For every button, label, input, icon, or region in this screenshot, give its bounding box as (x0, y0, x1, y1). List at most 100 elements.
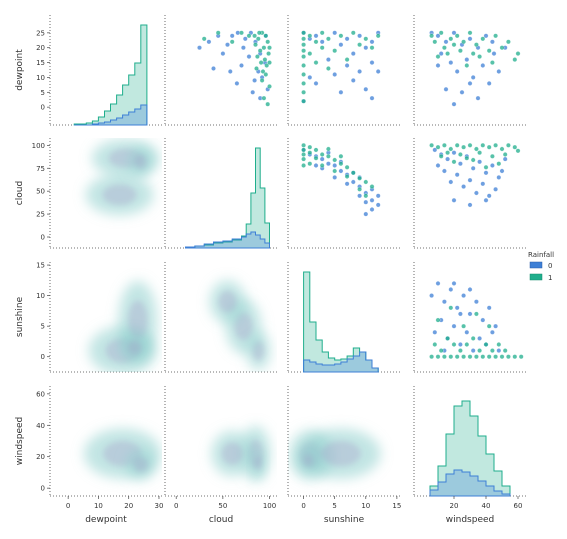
point-rainfall-0 (490, 163, 495, 168)
point-rainfall-1 (261, 45, 267, 51)
point-rainfall-1 (265, 39, 271, 45)
point-rainfall-0 (350, 51, 356, 56)
point-rainfall-1 (442, 45, 447, 51)
kde-layer (85, 139, 160, 216)
kde-core (321, 441, 361, 467)
point-rainfall-1 (350, 170, 356, 176)
y-tick-label: 0 (41, 234, 45, 242)
point-rainfall-0 (483, 197, 489, 203)
point-rainfall-1 (266, 51, 271, 56)
point-rainfall-1 (301, 98, 306, 104)
point-rainfall-1 (344, 164, 350, 170)
point-rainfall-1 (257, 48, 263, 54)
point-rainfall-0 (458, 311, 463, 317)
point-rainfall-0 (313, 163, 319, 168)
point-rainfall-1 (474, 42, 479, 48)
point-rainfall-0 (227, 69, 233, 74)
x-tick-label: 20 (124, 502, 133, 510)
x-tick-label: 0 (66, 502, 70, 510)
point-rainfall-0 (490, 329, 495, 335)
x-tick-label: 0 (301, 502, 305, 510)
point-rainfall-1 (483, 164, 489, 170)
point-rainfall-1 (313, 155, 319, 161)
point-rainfall-0 (252, 78, 257, 83)
point-rainfall-0 (448, 287, 454, 292)
point-rainfall-0 (432, 329, 438, 335)
point-rainfall-1 (252, 33, 257, 39)
point-rainfall-0 (332, 30, 338, 36)
point-rainfall-1 (477, 54, 482, 59)
point-rainfall-1 (502, 152, 508, 157)
point-rainfall-0 (475, 95, 481, 101)
point-rainfall-0 (326, 57, 331, 62)
point-rainfall-1 (435, 354, 441, 360)
panel-cloud-vs-windspeed (413, 138, 526, 249)
point-rainfall-0 (480, 181, 486, 187)
point-rainfall-0 (344, 36, 350, 42)
point-rainfall-0 (474, 299, 479, 305)
point-rainfall-1 (301, 42, 306, 48)
panel-sunshine-vs-dewpoint: 0 5 10 15 sunshine (15, 262, 162, 373)
point-rainfall-1 (512, 144, 518, 150)
point-rainfall-0 (429, 293, 434, 298)
point-rainfall-1 (260, 69, 266, 74)
kde-core (303, 453, 314, 467)
point-rainfall-1 (490, 153, 495, 159)
point-rainfall-0 (451, 281, 457, 286)
point-rainfall-0 (242, 36, 248, 42)
y-tick-label: 10 (36, 292, 45, 300)
point-rainfall-1 (301, 63, 306, 68)
hist-cloud-rainfall-0 (185, 231, 270, 249)
point-rainfall-1 (470, 336, 476, 341)
point-rainfall-1 (458, 348, 463, 353)
panel-cloud-vs-dewpoint: 0 25 50 75 100 cloud (15, 138, 162, 249)
point-rainfall-0 (338, 168, 344, 174)
panel-dewpoint-vs-dewpoint: 0 5 10 15 20 25 dewpoint (15, 15, 162, 126)
kde-core (127, 340, 143, 355)
point-rainfall-0 (467, 177, 473, 183)
point-rainfall-0 (344, 181, 350, 187)
point-rainfall-0 (467, 81, 473, 86)
point-rainfall-1 (363, 36, 369, 42)
y-tick-label: 0 (41, 353, 45, 361)
y-tick-label: 0 (41, 485, 45, 493)
point-rainfall-1 (461, 354, 466, 360)
point-rainfall-1 (506, 354, 511, 360)
point-rainfall-1 (313, 39, 319, 45)
point-rainfall-0 (451, 150, 457, 156)
point-rainfall-0 (483, 170, 489, 176)
point-rainfall-0 (357, 69, 362, 74)
point-rainfall-0 (435, 281, 441, 286)
point-rainfall-1 (464, 342, 470, 347)
point-rainfall-1 (512, 57, 518, 62)
point-rainfall-1 (301, 48, 306, 54)
point-rainfall-1 (301, 36, 306, 42)
point-rainfall-1 (307, 161, 313, 167)
point-rainfall-1 (480, 354, 486, 360)
point-rainfall-1 (256, 30, 262, 36)
point-rainfall-1 (338, 153, 344, 159)
point-rainfall-0 (470, 75, 476, 80)
point-rainfall-1 (506, 39, 511, 45)
point-rainfall-0 (491, 51, 497, 56)
hist-windspeed-rainfall-0 (429, 469, 511, 497)
point-rainfall-0 (234, 81, 240, 86)
y-tick-label: 40 (36, 422, 45, 430)
point-rainfall-1 (512, 354, 518, 360)
point-rainfall-0 (369, 197, 375, 203)
point-rainfall-1 (313, 60, 319, 65)
kde-core (218, 290, 237, 313)
point-rainfall-0 (438, 51, 444, 56)
point-rainfall-0 (435, 163, 441, 168)
point-rainfall-1 (301, 89, 306, 95)
point-rainfall-1 (445, 150, 450, 156)
point-rainfall-0 (502, 156, 508, 162)
x-tick-label: 20 (450, 502, 459, 510)
point-rainfall-0 (313, 81, 319, 86)
y-tick-label: 50 (36, 188, 45, 196)
point-rainfall-1 (506, 142, 511, 148)
point-rainfall-1 (499, 354, 505, 360)
panel-dewpoint-vs-cloud (164, 15, 277, 126)
point-rainfall-1 (470, 157, 476, 163)
point-rainfall-1 (438, 348, 444, 353)
